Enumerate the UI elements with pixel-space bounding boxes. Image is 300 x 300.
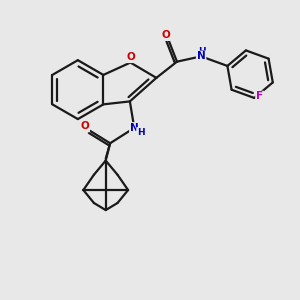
Text: H: H xyxy=(198,46,206,56)
Text: O: O xyxy=(127,52,135,62)
Text: N: N xyxy=(130,123,139,133)
Text: N: N xyxy=(197,51,206,62)
Text: H: H xyxy=(137,128,145,137)
Text: O: O xyxy=(162,30,171,40)
Text: O: O xyxy=(80,122,89,131)
Text: F: F xyxy=(256,92,263,101)
